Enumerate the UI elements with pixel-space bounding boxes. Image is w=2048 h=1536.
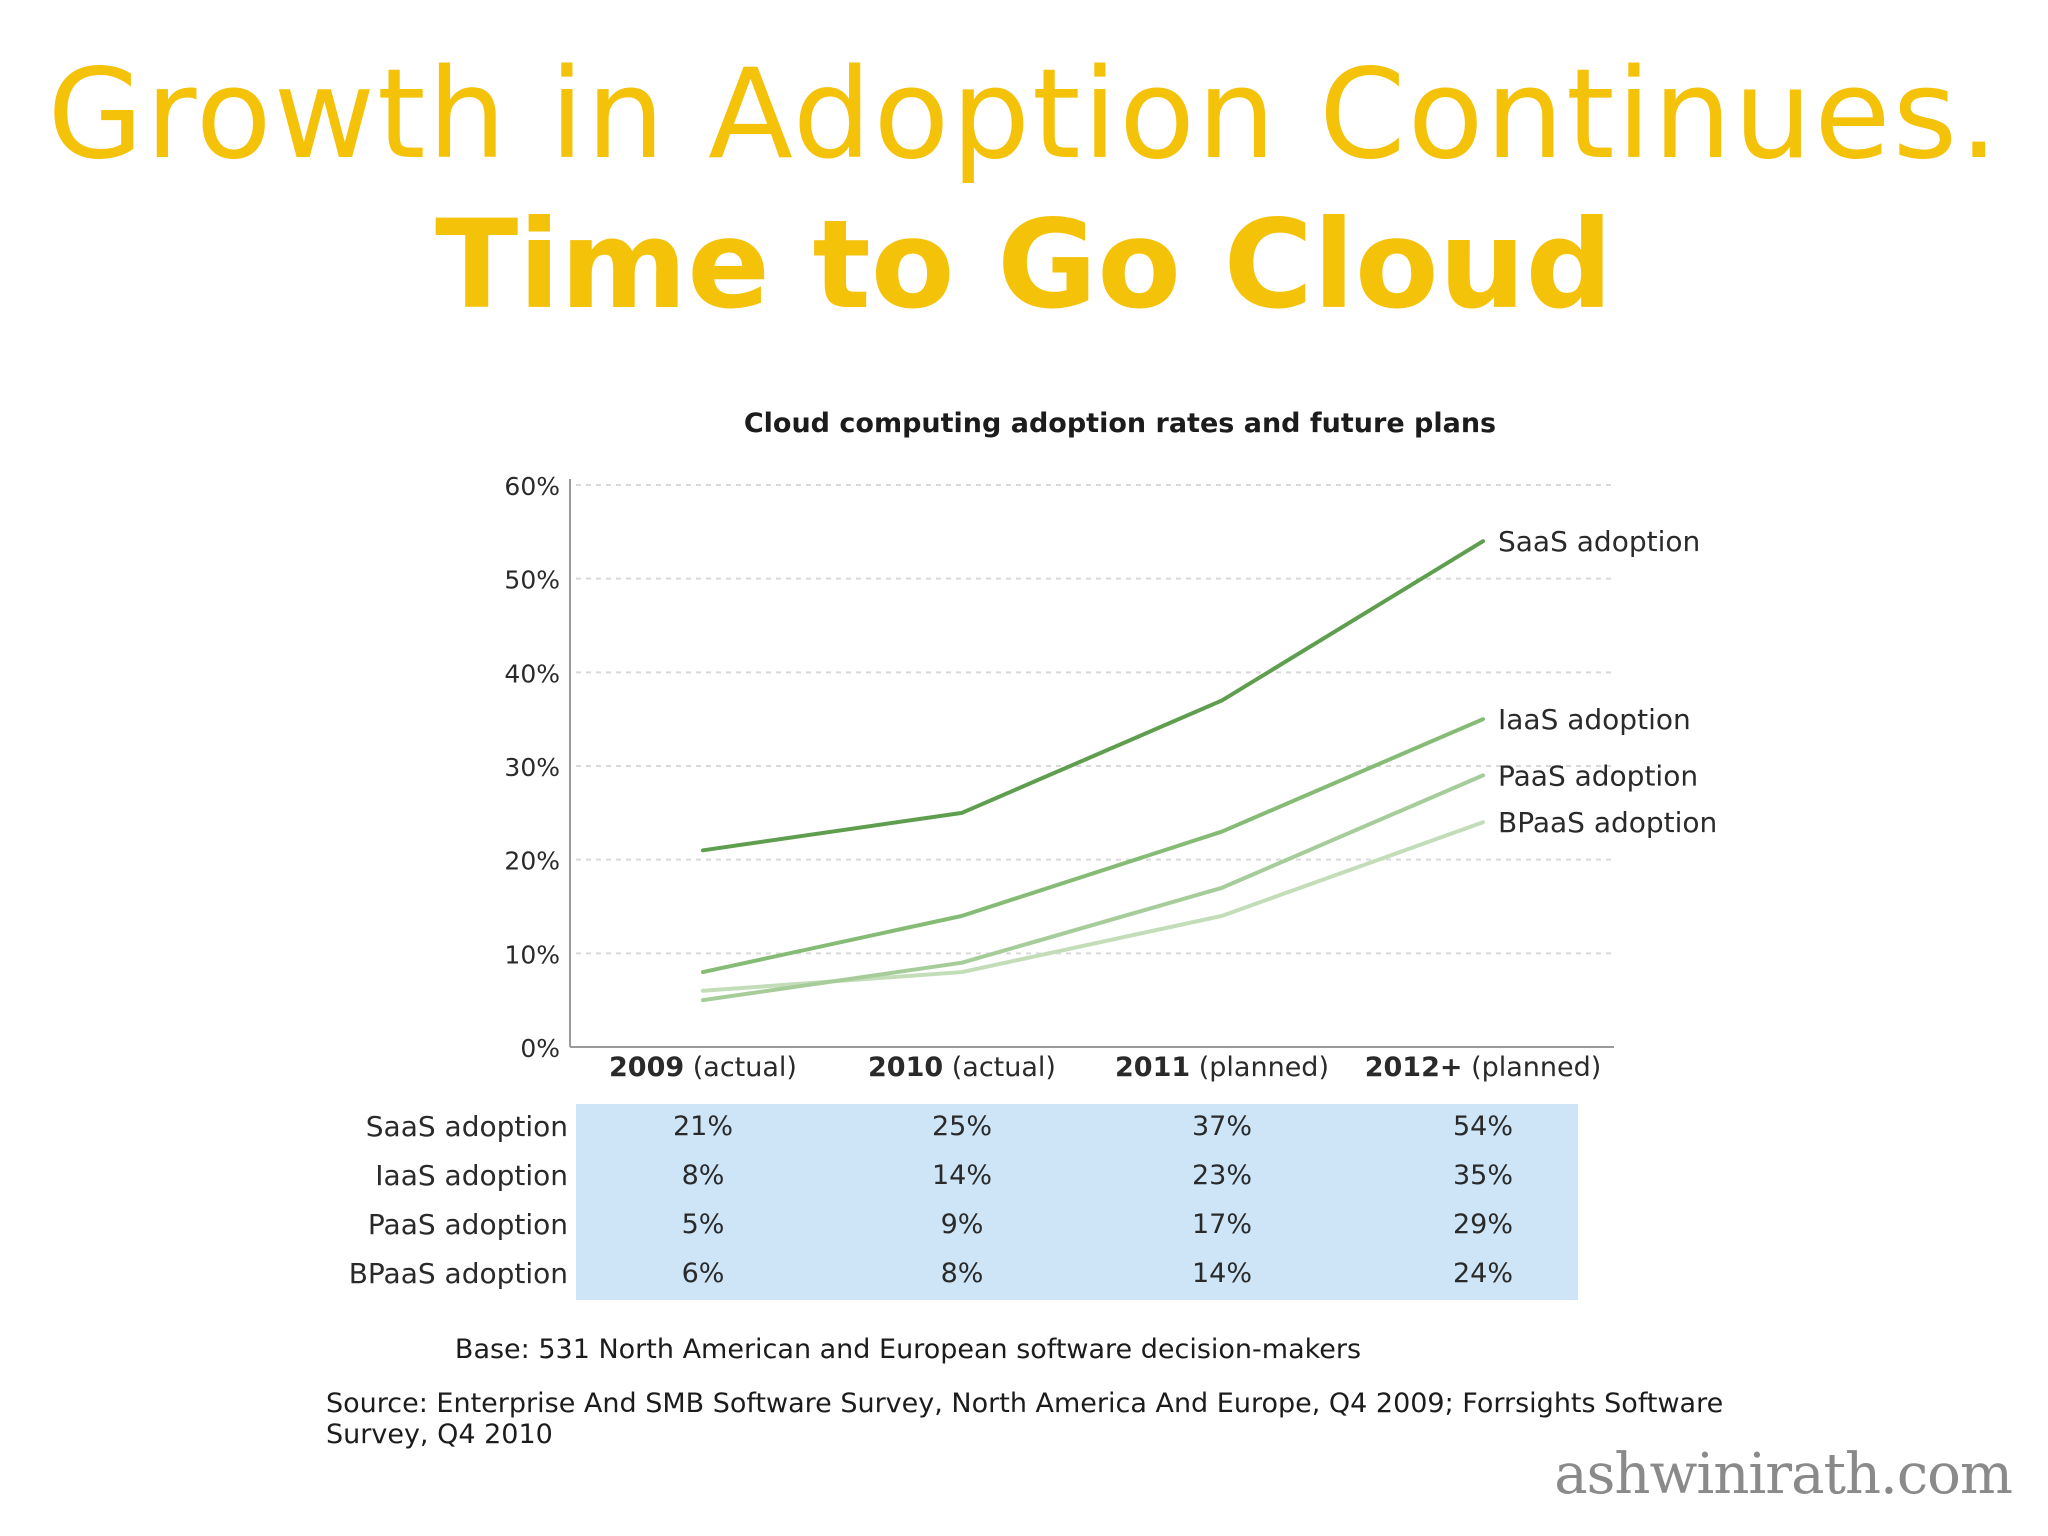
x-tick-year: 2011 — [1115, 1052, 1190, 1083]
series-label: IaaS adoption — [1498, 703, 1691, 736]
table-cell: 25% — [882, 1111, 1042, 1142]
table-cell: 37% — [1142, 1111, 1302, 1142]
x-tick-label: 2009 (actual) — [553, 1052, 853, 1083]
series-line — [703, 775, 1483, 1000]
table-cell: 6% — [623, 1258, 783, 1289]
table-cell: 23% — [1142, 1160, 1302, 1191]
x-tick-year: 2009 — [609, 1052, 684, 1083]
table-cell: 8% — [882, 1258, 1042, 1289]
x-tick-year: 2012+ — [1365, 1052, 1463, 1083]
x-tick-note: (planned) — [1190, 1052, 1329, 1083]
source-note: Source: Enterprise And SMB Software Surv… — [326, 1388, 1746, 1450]
table-cell: 9% — [882, 1209, 1042, 1240]
table-cell: 54% — [1403, 1111, 1563, 1142]
series-label: BPaaS adoption — [1498, 806, 1717, 839]
base-note: Base: 531 North American and European so… — [0, 1334, 1816, 1365]
x-tick-label: 2012+ (planned) — [1333, 1052, 1633, 1083]
table-row: IaaS adoption 8% 14% 23% 35% — [0, 1153, 2048, 1202]
x-tick-note: (actual) — [943, 1052, 1056, 1083]
series-line — [703, 541, 1483, 850]
y-tick-label: 30% — [504, 753, 560, 782]
table-cell: 21% — [623, 1111, 783, 1142]
series-line — [703, 822, 1483, 991]
y-tick-label: 60% — [504, 472, 560, 501]
table-cell: 8% — [623, 1160, 783, 1191]
x-tick-label: 2011 (planned) — [1072, 1052, 1372, 1083]
series-label: SaaS adoption — [1498, 525, 1700, 558]
table-cell: 35% — [1403, 1160, 1563, 1191]
table-cell: 14% — [882, 1160, 1042, 1191]
table-row-label: PaaS adoption — [368, 1208, 568, 1241]
table-cell: 17% — [1142, 1209, 1302, 1240]
x-tick-note: (actual) — [684, 1052, 797, 1083]
watermark: ashwinirath.com — [1554, 1442, 2012, 1507]
table-row: BPaaS adoption 6% 8% 14% 24% — [0, 1251, 2048, 1300]
y-tick-label: 40% — [504, 659, 560, 688]
table-cell: 24% — [1403, 1258, 1563, 1289]
y-tick-label: 10% — [504, 940, 560, 969]
table-row-label: IaaS adoption — [375, 1159, 568, 1192]
y-tick-label: 50% — [504, 566, 560, 595]
table-cell: 5% — [623, 1209, 783, 1240]
x-tick-year: 2010 — [868, 1052, 943, 1083]
table-cell: 29% — [1403, 1209, 1563, 1240]
table-row-label: BPaaS adoption — [349, 1257, 568, 1290]
series-label: PaaS adoption — [1498, 759, 1698, 792]
table-row: PaaS adoption 5% 9% 17% 29% — [0, 1202, 2048, 1251]
table-cell: 14% — [1142, 1258, 1302, 1289]
x-tick-note: (planned) — [1462, 1052, 1601, 1083]
category-labels: 2009 (actual) 2010 (actual) 2011 (planned)… — [0, 1052, 2048, 1092]
table-row: SaaS adoption 21% 25% 37% 54% — [0, 1104, 2048, 1153]
table-row-label: SaaS adoption — [366, 1110, 568, 1143]
x-tick-label: 2010 (actual) — [812, 1052, 1112, 1083]
y-tick-label: 20% — [504, 847, 560, 876]
